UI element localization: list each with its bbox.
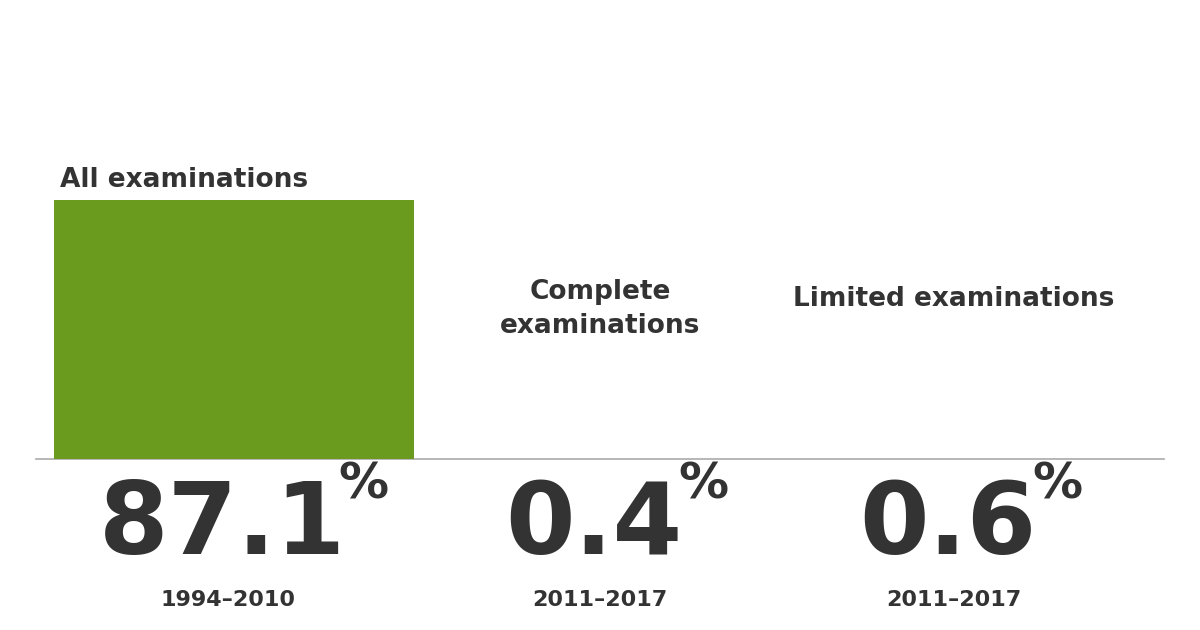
Text: 2011–2017: 2011–2017 bbox=[533, 590, 667, 610]
Text: All examinations: All examinations bbox=[60, 167, 308, 193]
Text: 0.6: 0.6 bbox=[859, 478, 1037, 575]
Text: %: % bbox=[338, 460, 389, 508]
Text: Annual utilization of non-vascular extremity: Annual utilization of non-vascular extre… bbox=[150, 33, 1050, 67]
Text: Limited examinations: Limited examinations bbox=[793, 285, 1115, 312]
Text: Complete
examinations: Complete examinations bbox=[500, 278, 700, 338]
Text: %: % bbox=[1032, 460, 1082, 508]
Bar bbox=[54, 200, 414, 459]
Text: 87.1: 87.1 bbox=[98, 478, 346, 575]
Text: ultrasound among podiatrists:: ultrasound among podiatrists: bbox=[289, 82, 911, 116]
Text: %: % bbox=[678, 460, 728, 508]
Text: 1994–2010: 1994–2010 bbox=[161, 590, 295, 610]
Text: 0.4: 0.4 bbox=[505, 478, 683, 575]
Text: 2011–2017: 2011–2017 bbox=[887, 590, 1021, 610]
